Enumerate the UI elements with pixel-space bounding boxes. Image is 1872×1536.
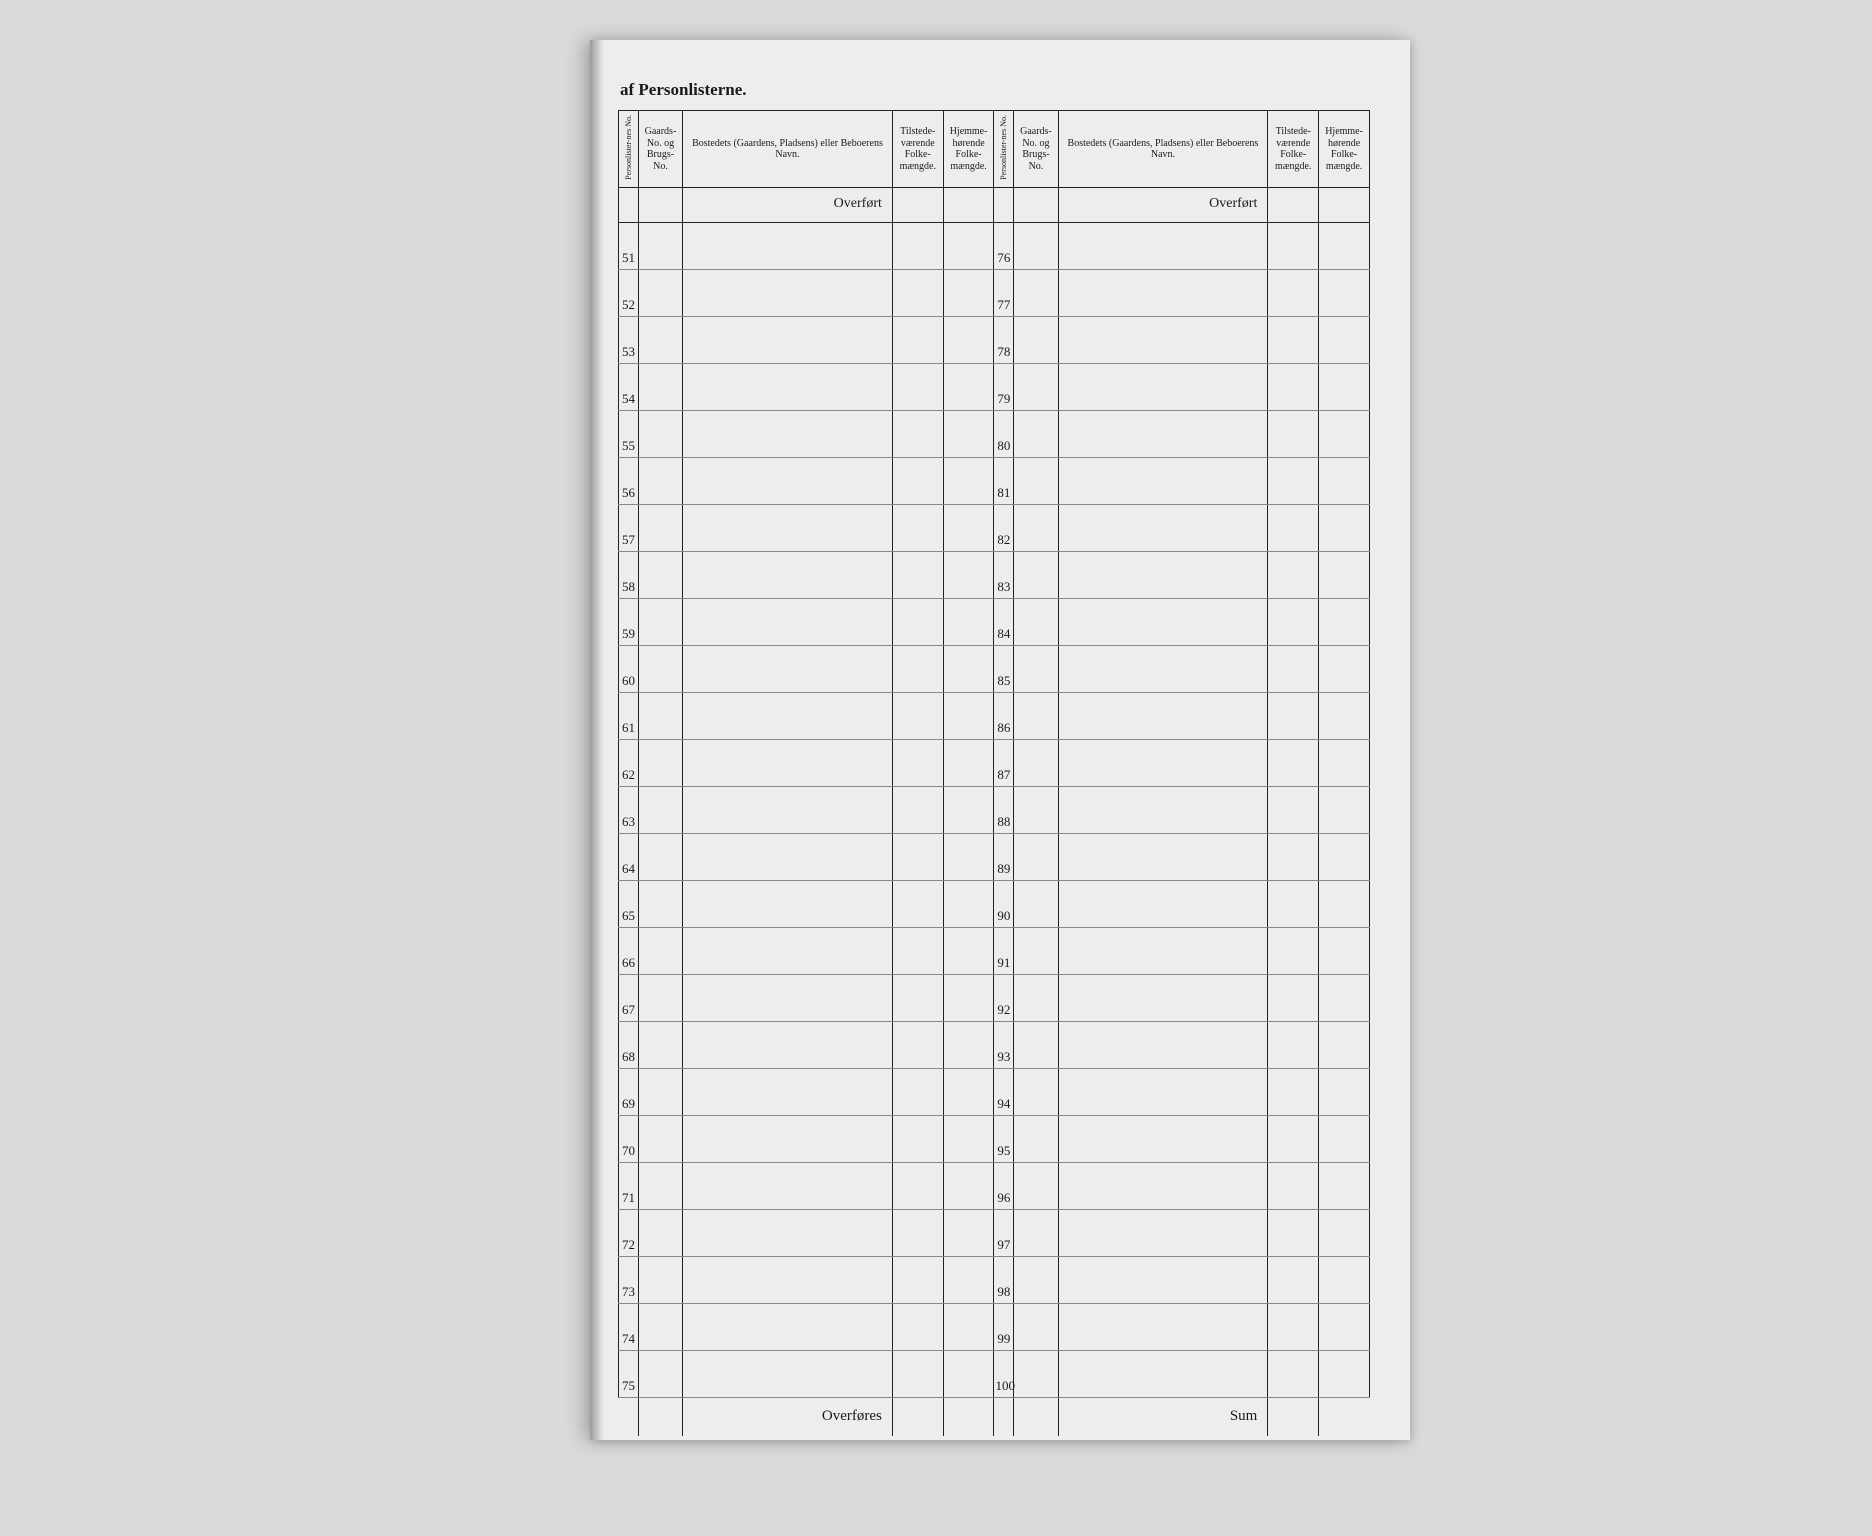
col-hjemme: Hjemme-hørende Folke-mængde. [1319, 111, 1370, 188]
table-row: 71 96 [619, 1163, 1370, 1210]
table-row: 66 91 [619, 928, 1370, 975]
table-row: 70 95 [619, 1116, 1370, 1163]
row-number: 70 [619, 1116, 639, 1163]
carry-row: Overført Overført [619, 188, 1370, 223]
sum-label: Sum [1058, 1398, 1268, 1437]
row-number: 64 [619, 834, 639, 881]
row-number: 60 [619, 646, 639, 693]
row-number: 72 [619, 1210, 639, 1257]
table-row: 52 77 [619, 270, 1370, 317]
ledger-table: Personlister-nes No. Gaards-No. og Brugs… [618, 110, 1370, 1436]
row-number: 58 [619, 552, 639, 599]
table-row: 73 98 [619, 1257, 1370, 1304]
row-number: 91 [994, 928, 1014, 975]
table-row: 56 81 [619, 458, 1370, 505]
row-number: 67 [619, 975, 639, 1022]
row-number: 82 [994, 505, 1014, 552]
row-number: 68 [619, 1022, 639, 1069]
row-number: 75 [619, 1351, 639, 1398]
table-row: 64 89 [619, 834, 1370, 881]
table-row: 61 86 [619, 693, 1370, 740]
table-row: 62 87 [619, 740, 1370, 787]
footer-row: Overføres Sum [619, 1398, 1370, 1437]
table-row: 72 97 [619, 1210, 1370, 1257]
row-number: 95 [994, 1116, 1014, 1163]
col-gaards-no: Gaards-No. og Brugs-No. [1014, 111, 1058, 188]
row-number: 52 [619, 270, 639, 317]
row-number: 74 [619, 1304, 639, 1351]
col-bosted: Bostedets (Gaardens, Pladsens) eller Beb… [683, 111, 893, 188]
row-number: 63 [619, 787, 639, 834]
row-number: 71 [619, 1163, 639, 1210]
row-number: 53 [619, 317, 639, 364]
col-tilstede: Tilstede-værende Folke-mængde. [892, 111, 943, 188]
table-row: 54 79 [619, 364, 1370, 411]
row-number: 81 [994, 458, 1014, 505]
row-number: 78 [994, 317, 1014, 364]
table-row: 55 80 [619, 411, 1370, 458]
table-row: 59 84 [619, 599, 1370, 646]
table-row: 63 88 [619, 787, 1370, 834]
col-personlister-no: Personlister-nes No. [619, 111, 639, 188]
table-row: 65 90 [619, 881, 1370, 928]
row-number: 80 [994, 411, 1014, 458]
row-number: 99 [994, 1304, 1014, 1351]
row-number: 97 [994, 1210, 1014, 1257]
col-gaards-no: Gaards-No. og Brugs-No. [638, 111, 682, 188]
row-number: 56 [619, 458, 639, 505]
ledger-page: af Personlisterne. Personlister-nes No. … [590, 40, 1410, 1440]
table-row: 58 83 [619, 552, 1370, 599]
row-number: 69 [619, 1069, 639, 1116]
row-number: 87 [994, 740, 1014, 787]
table-row: 60 85 [619, 646, 1370, 693]
row-number: 62 [619, 740, 639, 787]
row-number: 92 [994, 975, 1014, 1022]
row-number: 57 [619, 505, 639, 552]
row-number: 54 [619, 364, 639, 411]
table-header: Personlister-nes No. Gaards-No. og Brugs… [619, 111, 1370, 188]
table-row: 74 99 [619, 1304, 1370, 1351]
table-body: Overført Overført 5176527753785479558056… [619, 188, 1370, 1398]
row-number: 96 [994, 1163, 1014, 1210]
row-number: 98 [994, 1257, 1014, 1304]
row-number: 51 [619, 223, 639, 270]
table-row: 69 94 [619, 1069, 1370, 1116]
row-number: 89 [994, 834, 1014, 881]
row-number: 61 [619, 693, 639, 740]
row-number: 83 [994, 552, 1014, 599]
row-number: 79 [994, 364, 1014, 411]
row-number: 84 [994, 599, 1014, 646]
row-number: 76 [994, 223, 1014, 270]
table-row: 51 76 [619, 223, 1370, 270]
col-hjemme: Hjemme-hørende Folke-mængde. [943, 111, 994, 188]
row-number: 100 [994, 1351, 1014, 1398]
table-row: 68 93 [619, 1022, 1370, 1069]
col-bosted: Bostedets (Gaardens, Pladsens) eller Beb… [1058, 111, 1268, 188]
row-number: 59 [619, 599, 639, 646]
overfort-label: Overført [683, 188, 893, 223]
table-row: 75 100 [619, 1351, 1370, 1398]
overfores-label: Overføres [683, 1398, 893, 1437]
row-number: 73 [619, 1257, 639, 1304]
row-number: 90 [994, 881, 1014, 928]
overfort-label: Overført [1058, 188, 1268, 223]
row-number: 65 [619, 881, 639, 928]
col-tilstede: Tilstede-værende Folke-mængde. [1268, 111, 1319, 188]
row-number: 86 [994, 693, 1014, 740]
col-personlister-no: Personlister-nes No. [994, 111, 1014, 188]
table-row: 53 78 [619, 317, 1370, 364]
row-number: 85 [994, 646, 1014, 693]
row-number: 66 [619, 928, 639, 975]
row-number: 77 [994, 270, 1014, 317]
row-number: 88 [994, 787, 1014, 834]
table-row: 67 92 [619, 975, 1370, 1022]
row-number: 93 [994, 1022, 1014, 1069]
row-number: 55 [619, 411, 639, 458]
page-title: af Personlisterne. [620, 80, 1370, 100]
row-number: 94 [994, 1069, 1014, 1116]
table-row: 57 82 [619, 505, 1370, 552]
